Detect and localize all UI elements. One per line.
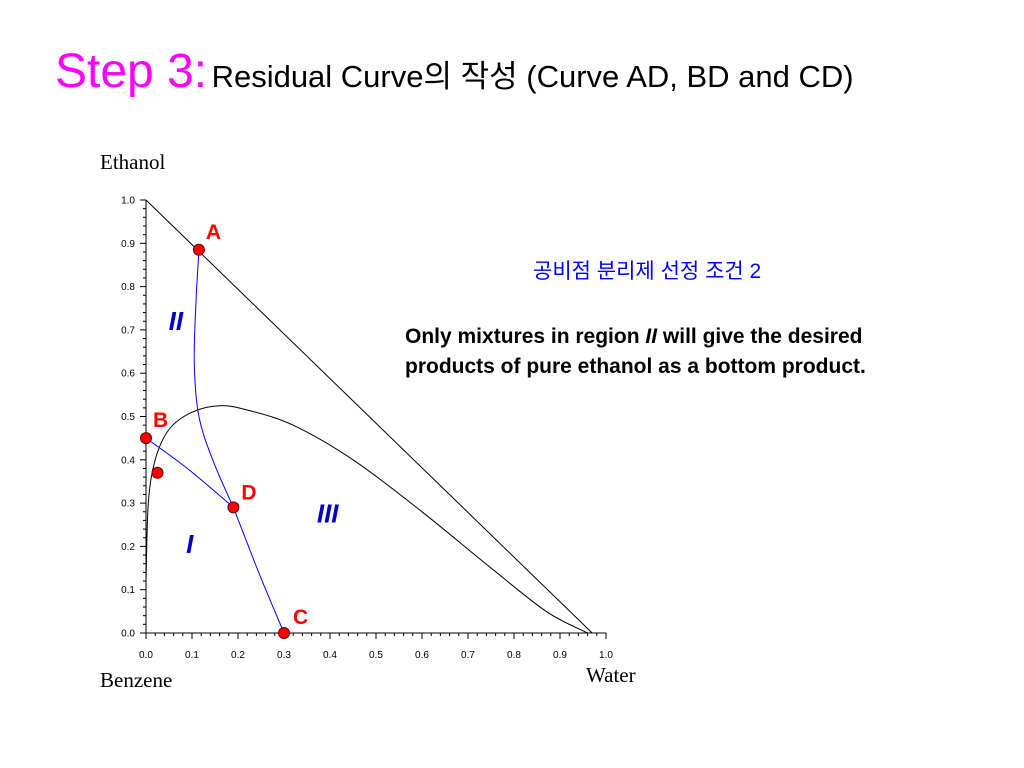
selection-condition: 공비점 분리제 선정 조건 2	[533, 260, 762, 283]
note-line1-pre: Only mixtures in region	[405, 325, 646, 348]
x-tick-label: 0.8	[507, 650, 521, 661]
point-label-a: A	[206, 221, 221, 244]
x-tick-label: 0.6	[415, 650, 429, 661]
point-label-d: D	[241, 481, 256, 504]
point-unlabeled	[151, 466, 164, 479]
point-c	[278, 627, 290, 639]
title-step: Step 3:	[55, 45, 208, 98]
water-axis-label: Water	[586, 663, 636, 687]
x-tick-label: 0.0	[139, 650, 153, 661]
x-tick-label: 0.7	[461, 650, 475, 661]
residue-curve-ad	[193, 249, 234, 508]
region-note: Only mixtures in region II will give the…	[405, 322, 1005, 382]
residue-curve-cd	[232, 507, 285, 634]
x-tick-label: 0.2	[231, 650, 245, 661]
y-tick-label: 0.8	[121, 282, 135, 293]
binodal-curve	[145, 405, 588, 634]
benzene-axis-label: Benzene	[100, 668, 173, 692]
residue-curve-bd	[145, 437, 234, 508]
x-tick-label: 0.4	[323, 650, 337, 661]
slide-title: Step 3: Residual Curve의 작성 (Curve AD, BD…	[55, 44, 854, 99]
point-d	[227, 501, 240, 514]
region-label-ii: II	[169, 306, 184, 336]
title-text: Residual Curve의 작성 (Curve AD, BD and CD)	[211, 59, 854, 94]
y-tick-label: 0.4	[121, 455, 135, 466]
y-tick-label: 0.1	[121, 585, 135, 596]
note-line1-post: will give the desired	[657, 325, 863, 348]
x-tick-label: 0.1	[185, 650, 199, 661]
x-tick-label: 1.0	[599, 650, 613, 661]
note-line2: products of pure ethanol as a bottom pro…	[405, 355, 866, 378]
point-label-c: C	[293, 606, 308, 629]
region-label-i: I	[186, 529, 194, 559]
y-tick-label: 0.7	[121, 325, 135, 336]
hypotenuse-line	[145, 199, 593, 634]
y-tick-label: 0.6	[121, 369, 135, 380]
point-a	[192, 243, 205, 256]
y-tick-label: 1.0	[121, 196, 135, 207]
ethanol-axis-label: Ethanol	[100, 150, 166, 174]
point-label-b: B	[153, 409, 168, 432]
y-tick-label: 0.2	[121, 542, 135, 553]
y-tick-label: 0.3	[121, 499, 135, 510]
x-tick-label: 0.9	[553, 650, 567, 661]
y-tick-label: 0.0	[121, 629, 135, 640]
region-label-iii: III	[317, 499, 339, 529]
x-tick-label: 0.3	[277, 650, 291, 661]
x-tick-label: 0.5	[369, 650, 383, 661]
note-region-ref: II	[645, 325, 658, 348]
y-tick-label: 0.9	[121, 239, 135, 250]
point-b	[140, 432, 152, 445]
y-tick-label: 0.5	[121, 412, 135, 423]
